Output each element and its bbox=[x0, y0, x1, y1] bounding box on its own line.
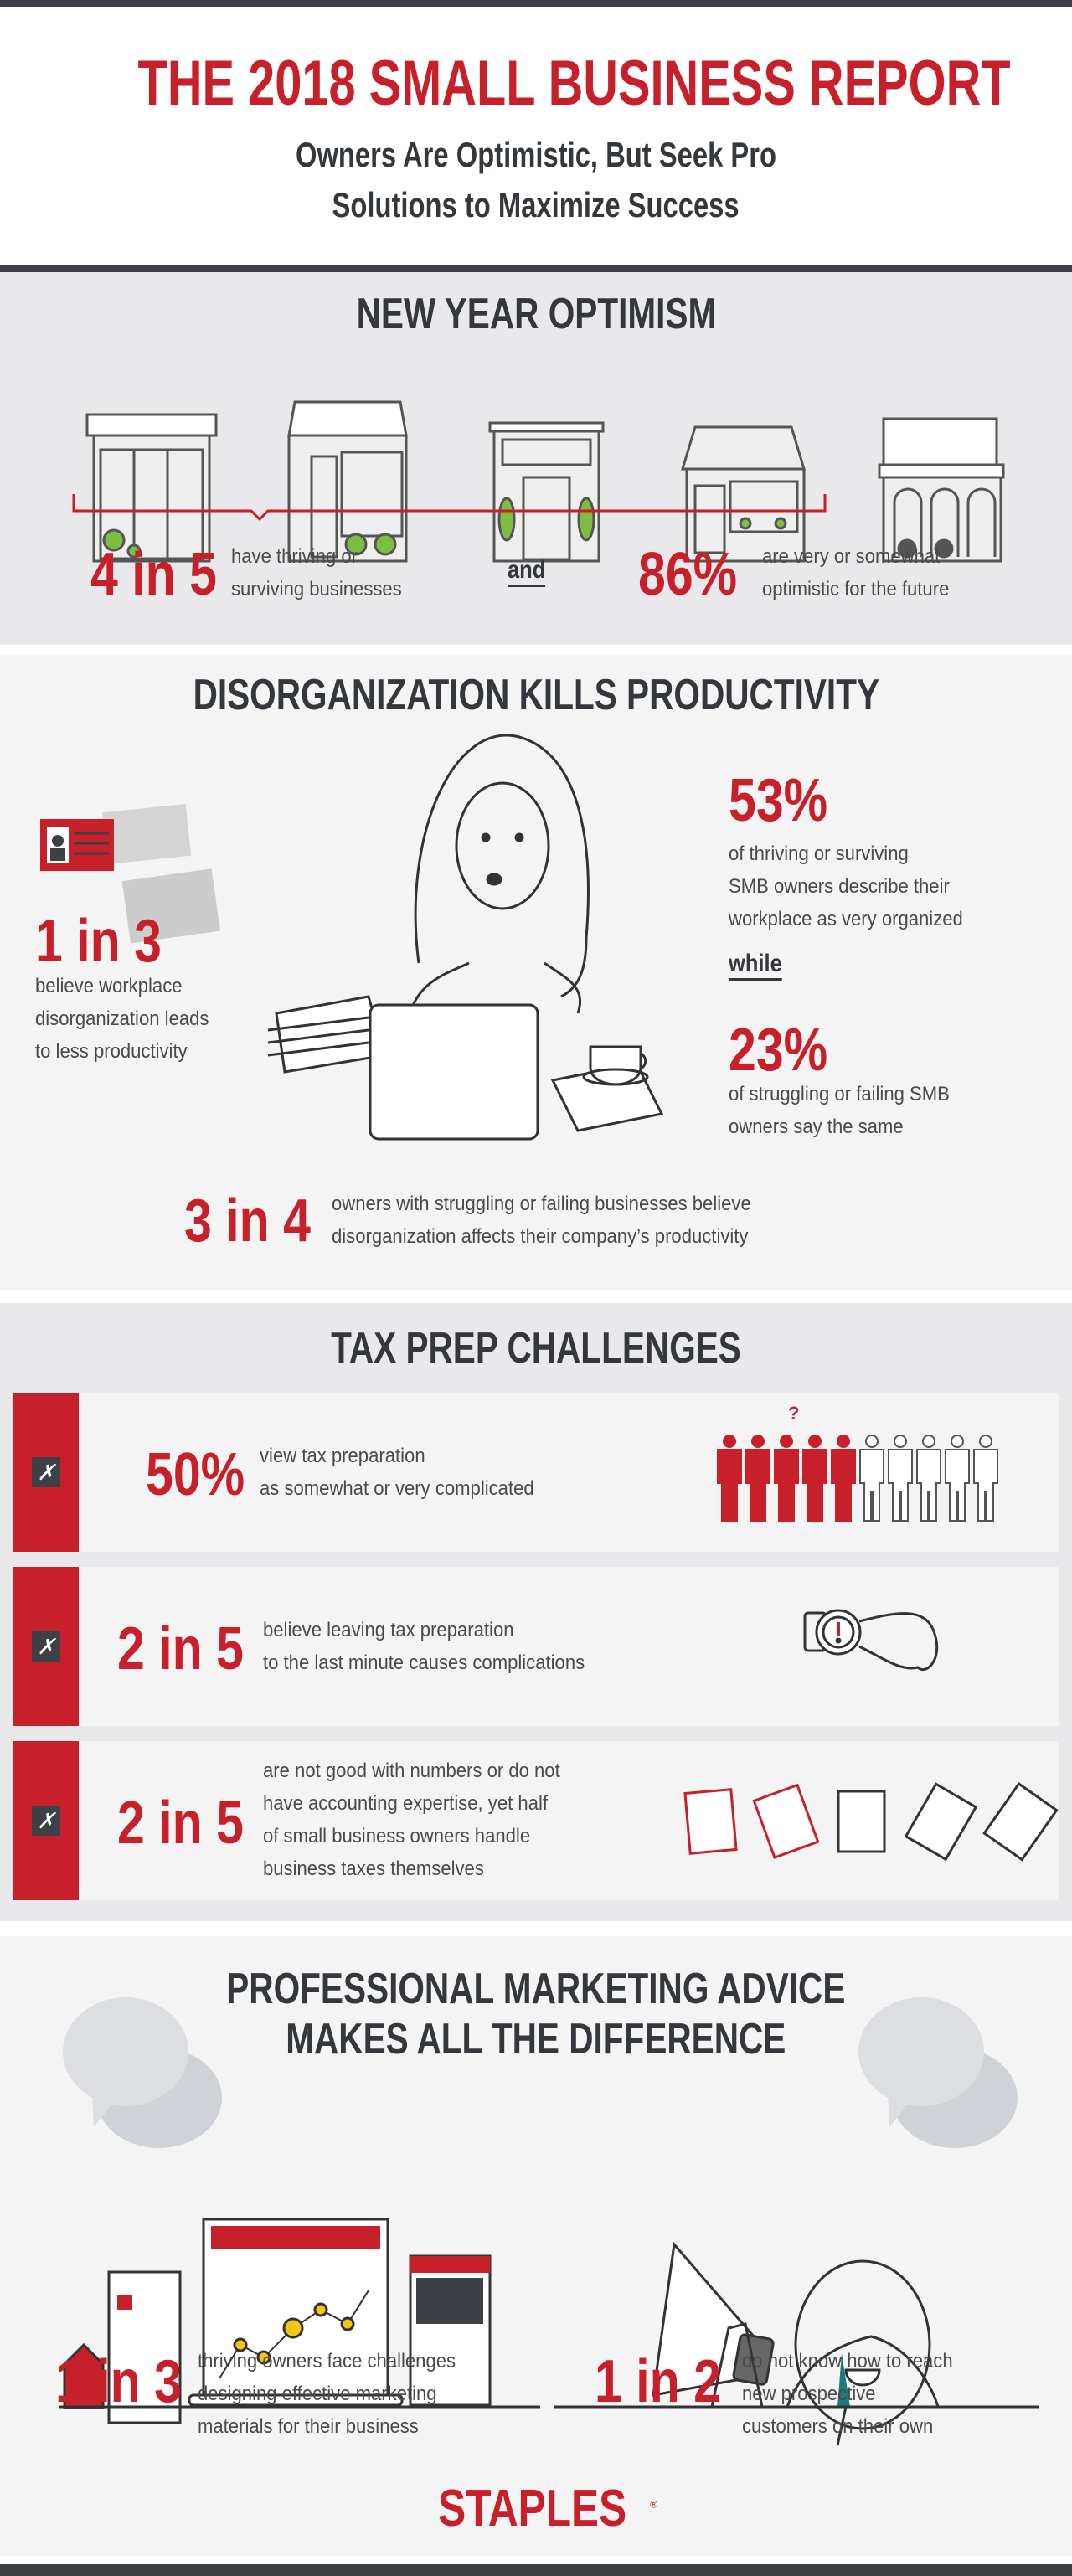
stat-value: 1 in 3 bbox=[35, 908, 162, 975]
tax-card: ✗ 50% view tax preparation as somewhat or… bbox=[13, 1393, 1059, 1552]
stat-value: 4 in 5 bbox=[90, 541, 217, 608]
laptop-icon bbox=[202, 2218, 389, 2405]
tax-form-icon bbox=[683, 1788, 738, 1855]
section-heading: PROFESSIONAL MARKETING ADVICE MAKES ALL … bbox=[226, 1965, 846, 2063]
stat-value: 1 in 2 bbox=[595, 2348, 721, 2415]
person-icon bbox=[945, 1435, 970, 1522]
stat-value: 1 in 3 bbox=[55, 2348, 182, 2415]
person-icon bbox=[916, 1435, 941, 1522]
person-icon bbox=[859, 1435, 884, 1522]
stat-description: of struggling or failing SMB owners say t… bbox=[729, 1083, 950, 1138]
stat-value: 86% bbox=[638, 541, 738, 608]
stat-description: believe leaving tax preparation to the la… bbox=[263, 1619, 585, 1674]
tax-form-icon bbox=[752, 1783, 820, 1859]
person-icon bbox=[888, 1435, 913, 1522]
storefront-icon bbox=[85, 413, 218, 563]
stat-description: owners with struggling or failing busine… bbox=[332, 1193, 751, 1248]
stressed-woman-illustration bbox=[267, 734, 664, 1141]
x-mark-icon: ✗ bbox=[32, 1631, 60, 1662]
tax-form-icon bbox=[982, 1781, 1059, 1862]
bottom-bar bbox=[0, 2564, 1072, 2576]
page-subtitle: Owners Are Optimistic, But Seek Pro Solu… bbox=[295, 135, 777, 224]
stat-description: are very or somewhat optimistic for the f… bbox=[762, 545, 950, 600]
person-icon bbox=[802, 1435, 827, 1522]
stat-value: 50% bbox=[146, 1441, 245, 1508]
stat-description: are not good with numbers or do not have … bbox=[263, 1759, 560, 1880]
id-cards-icon bbox=[40, 803, 221, 944]
tax-card: ✗ 2 in 5 believe leaving tax preparation… bbox=[13, 1567, 1059, 1726]
top-bar bbox=[0, 0, 1072, 7]
question-mark: ? bbox=[788, 1403, 800, 1424]
stat-description: view tax preparation as somewhat or very … bbox=[260, 1445, 534, 1500]
person-icon bbox=[831, 1435, 856, 1522]
x-mark-icon: ✗ bbox=[32, 1806, 60, 1836]
connector-and: and bbox=[508, 556, 546, 587]
tax-form-icon bbox=[904, 1782, 978, 1862]
storefront-icon bbox=[488, 421, 605, 563]
storefront-icon bbox=[287, 400, 408, 563]
divider-bar bbox=[0, 265, 1072, 272]
tax-form-icon bbox=[837, 1790, 886, 1853]
section-heading: DISORGANIZATION KILLS PRODUCTIVITY bbox=[193, 671, 879, 719]
person-icon bbox=[973, 1435, 998, 1522]
stat-description: thriving owners face challenges designing… bbox=[198, 2350, 456, 2438]
stat-value: 2 in 5 bbox=[117, 1790, 244, 1857]
bracket-line bbox=[72, 494, 827, 522]
x-mark-icon: ✗ bbox=[32, 1457, 60, 1487]
stat-description: believe workplace disorganization leads to… bbox=[35, 975, 209, 1063]
tax-card: ✗ 2 in 5 are not good with numbers or do… bbox=[13, 1741, 1059, 1900]
tax-forms-icons bbox=[683, 1781, 1059, 1862]
stat-description: do not know how to reach new prospective c… bbox=[742, 2350, 953, 2438]
speech-bubble-icon bbox=[858, 1997, 1018, 2148]
people-icons bbox=[717, 1435, 998, 1522]
storefronts-illustration bbox=[72, 400, 1005, 563]
wristwatch-icon bbox=[803, 1609, 939, 1671]
stat-value: 3 in 4 bbox=[184, 1188, 311, 1255]
stat-value: 2 in 5 bbox=[117, 1615, 244, 1682]
section-heading: NEW YEAR OPTIMISM bbox=[356, 290, 716, 338]
person-icon bbox=[745, 1435, 770, 1522]
person-icon bbox=[774, 1435, 799, 1522]
stat-description: have thriving or surviving businesses bbox=[231, 545, 402, 600]
section-heading: TAX PREP CHALLENGES bbox=[331, 1324, 741, 1373]
person-icon bbox=[717, 1435, 742, 1522]
disorganization-section bbox=[0, 655, 1072, 1290]
connector-while: while bbox=[729, 950, 782, 981]
stat-description: of thriving or surviving SMB owners descr… bbox=[729, 842, 963, 930]
storefront-icon bbox=[878, 417, 1005, 563]
staples-logo: STAPLES ® bbox=[438, 2480, 658, 2537]
storefront-icon bbox=[680, 425, 807, 563]
page-title: THE 2018 SMALL BUSINESS REPORT bbox=[137, 48, 1011, 119]
speech-bubble-icon bbox=[63, 1997, 222, 2148]
stat-value: 53% bbox=[729, 767, 828, 834]
stat-value: 23% bbox=[729, 1017, 828, 1084]
